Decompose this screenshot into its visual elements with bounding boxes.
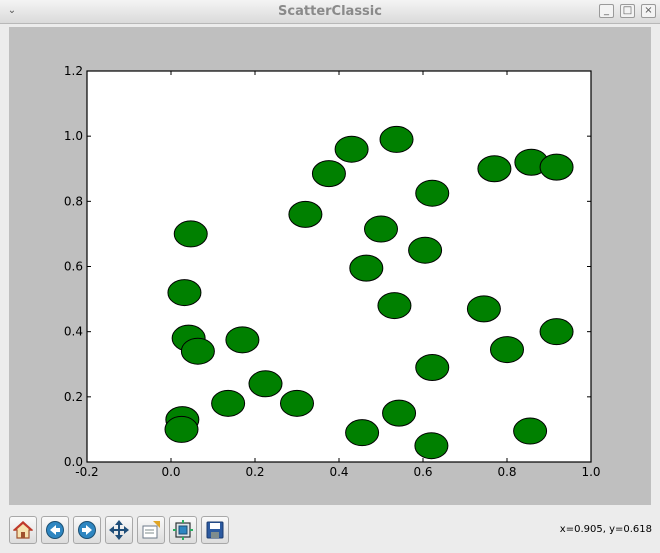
scatter-point xyxy=(164,415,199,443)
back-button[interactable] xyxy=(41,516,69,544)
scatter-point xyxy=(167,279,202,307)
save-button[interactable] xyxy=(201,516,229,544)
floppy-disk-icon xyxy=(206,521,224,539)
scatter-point xyxy=(180,337,215,365)
plot-area xyxy=(87,71,591,462)
zoom-rect-icon xyxy=(142,521,160,539)
scatter-point xyxy=(382,399,417,427)
scatter-point xyxy=(539,153,574,181)
back-arrow-icon xyxy=(46,521,64,539)
scatter-point xyxy=(211,389,246,417)
x-tick-label: 0.8 xyxy=(497,465,516,479)
cursor-coordinates: x=0.905, y=0.618 xyxy=(559,524,652,535)
scatter-point xyxy=(288,200,323,228)
title-bar[interactable]: ⌄ ScatterClassic _ □ × xyxy=(0,0,660,24)
maximize-icon[interactable]: □ xyxy=(620,4,635,18)
scatter-point xyxy=(225,326,260,354)
x-tick-label: 0.6 xyxy=(413,465,432,479)
subplots-button[interactable] xyxy=(169,516,197,544)
scatter-point xyxy=(379,125,414,153)
y-tick-label: 0.4 xyxy=(64,325,83,339)
scatter-point xyxy=(364,215,398,243)
scatter-point xyxy=(466,295,501,323)
zoom-button[interactable] xyxy=(137,516,165,544)
scatter-point xyxy=(248,370,283,398)
forward-arrow-icon xyxy=(78,521,96,539)
scatter-point xyxy=(349,254,384,282)
configure-subplots-icon xyxy=(173,520,193,540)
window-menu-icon[interactable]: ⌄ xyxy=(7,5,17,16)
forward-button[interactable] xyxy=(73,516,101,544)
home-icon xyxy=(13,521,33,539)
minimize-icon[interactable]: _ xyxy=(599,4,614,18)
scatter-point xyxy=(539,318,574,346)
toolbar xyxy=(0,512,660,553)
x-tick-label: 0.2 xyxy=(245,465,264,479)
pan-button[interactable] xyxy=(105,516,133,544)
scatter-point xyxy=(408,236,443,264)
scatter-point xyxy=(334,135,369,163)
scatter-point xyxy=(477,155,512,183)
y-tick-label: 1.0 xyxy=(64,129,83,143)
scatter-point xyxy=(345,419,380,447)
close-icon[interactable]: × xyxy=(641,4,656,18)
move-arrows-icon xyxy=(109,520,129,540)
y-tick-label: 1.2 xyxy=(64,64,83,78)
window-title: ScatterClassic xyxy=(278,4,382,19)
home-button[interactable] xyxy=(9,516,37,544)
scatter-point xyxy=(311,160,346,188)
scatter-point xyxy=(280,389,314,417)
y-tick-label: 0.0 xyxy=(64,455,83,469)
x-tick-label: 1.0 xyxy=(581,465,600,479)
x-tick-label: 0.4 xyxy=(329,465,348,479)
scatter-point xyxy=(415,179,450,207)
y-tick-label: 0.2 xyxy=(64,390,83,404)
scatter-point xyxy=(377,292,412,320)
scatter-point xyxy=(415,354,450,382)
scatter-point xyxy=(513,417,548,445)
y-tick-label: 0.8 xyxy=(64,194,83,208)
x-tick-label: -0.2 xyxy=(75,465,98,479)
y-tick-label: 0.6 xyxy=(64,260,83,274)
scatter-point xyxy=(173,220,208,248)
x-tick-label: 0.0 xyxy=(161,465,180,479)
scatter-point xyxy=(414,432,449,460)
scatter-point xyxy=(490,336,524,364)
